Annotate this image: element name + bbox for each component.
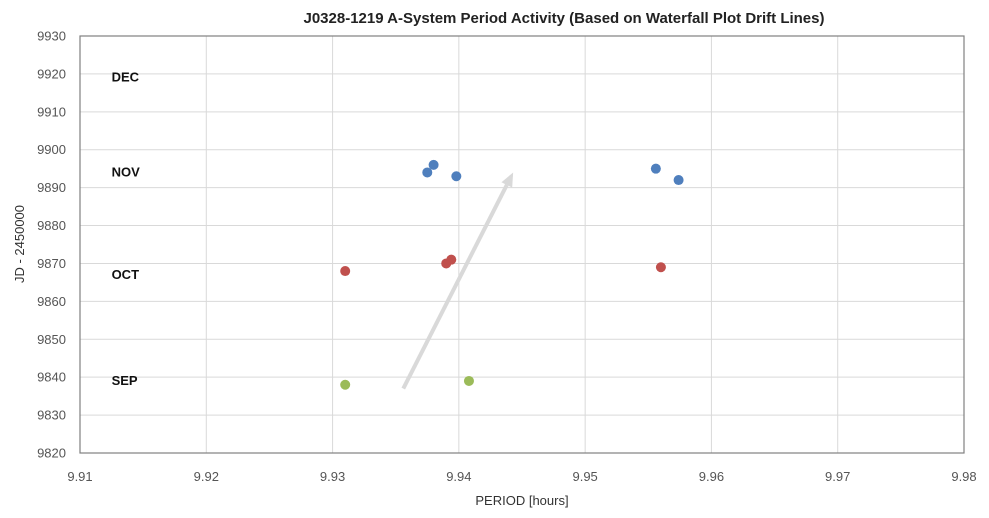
- y-tick-label: 9900: [37, 142, 66, 157]
- y-tick-label: 9820: [37, 446, 66, 461]
- x-axis-label: PERIOD [hours]: [475, 493, 568, 508]
- data-point: [446, 254, 457, 265]
- month-label-sep: SEP: [112, 373, 138, 388]
- data-point: [673, 175, 684, 186]
- y-tick-label: 9840: [37, 370, 66, 385]
- y-axis-ticks: 9820 9830 9840 9850 9860 9870 9880 9890 9900 9910…: [37, 29, 66, 461]
- x-tick-label: 9.91: [67, 469, 92, 484]
- data-point: [428, 159, 439, 170]
- chart-title: J0328-1219 A-System Period Activity (Bas…: [304, 10, 825, 27]
- data-point: [340, 266, 351, 277]
- y-tick-label: 9830: [37, 408, 66, 423]
- trend-arrow: [401, 172, 514, 390]
- x-tick-label: 9.98: [951, 469, 976, 484]
- data-point: [422, 167, 433, 178]
- month-annotations: DEC NOV OCT SEP: [112, 70, 141, 388]
- x-tick-label: 9.95: [572, 469, 597, 484]
- data-point: [451, 171, 462, 182]
- x-tick-label: 9.96: [699, 469, 724, 484]
- y-tick-label: 9910: [37, 104, 66, 119]
- data-point: [340, 379, 351, 390]
- arrow-head: [501, 172, 514, 188]
- plot-area-border: [79, 35, 965, 454]
- x-tick-label: 9.93: [320, 469, 345, 484]
- y-tick-label: 9930: [37, 29, 66, 44]
- x-tick-label: 9.92: [194, 469, 219, 484]
- arrow-shaft: [401, 184, 509, 390]
- data-point: [655, 262, 666, 273]
- y-tick-label: 9880: [37, 218, 66, 233]
- data-point: [650, 163, 661, 174]
- x-tick-label: 9.94: [446, 469, 471, 484]
- y-tick-label: 9890: [37, 180, 66, 195]
- x-tick-label: 9.97: [825, 469, 850, 484]
- y-tick-label: 9870: [37, 256, 66, 271]
- y-tick-label: 9860: [37, 294, 66, 309]
- y-axis-label: JD - 2450000: [12, 205, 27, 283]
- month-label-oct: OCT: [112, 267, 140, 282]
- grid: [79, 35, 965, 454]
- month-label-nov: NOV: [112, 164, 141, 179]
- x-axis-ticks: 9.91 9.92 9.93 9.94 9.95 9.96 9.97 9.98: [67, 469, 976, 484]
- data-points: [340, 159, 684, 390]
- data-point: [463, 375, 474, 386]
- y-tick-label: 9850: [37, 332, 66, 347]
- y-tick-label: 9920: [37, 66, 66, 81]
- month-label-dec: DEC: [112, 70, 140, 85]
